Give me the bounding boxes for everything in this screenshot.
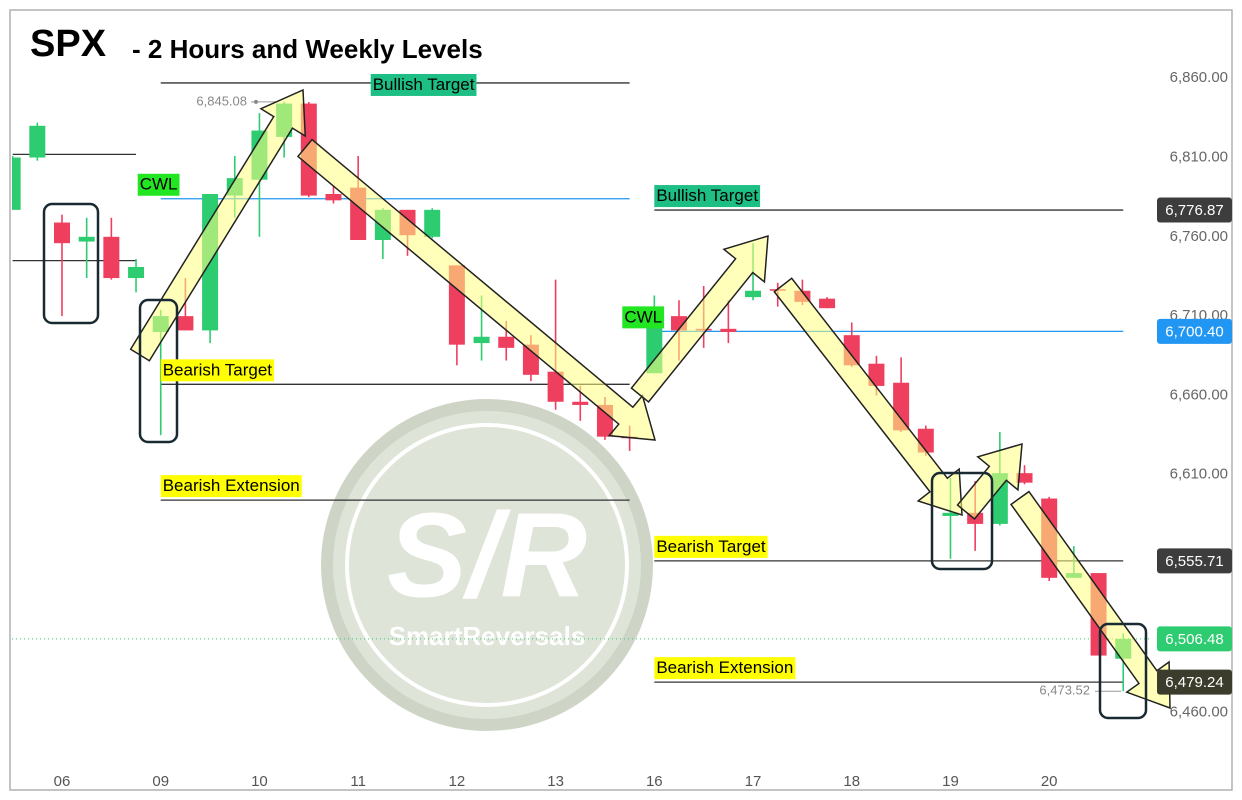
highlight-boxes [42,202,1148,720]
candle-body [547,371,564,402]
level-label: CWL [624,307,662,326]
candle-body [128,266,145,279]
low-label: 6,473.52 [1039,683,1090,698]
candle-body [745,290,762,298]
price-tag [1157,626,1232,652]
y-tick-label: 6,760.00 [1170,228,1228,245]
trend-arrow [956,442,1023,521]
price-tag-label: 6,555.71 [1165,553,1223,570]
level-label: Bullish Target [373,75,475,94]
watermark-brand: SmartReversals [389,621,586,651]
candle-body [103,236,120,279]
x-tick-label: 18 [843,773,860,790]
level-label: Bullish Target [656,186,758,205]
y-tick-label: 6,460.00 [1170,704,1228,721]
level-label: Bearish Extension [163,476,300,495]
x-tick-label: 17 [745,773,762,790]
watermark-logo: S/R [387,489,587,623]
price-tag [1157,318,1232,344]
y-tick-label: 6,860.00 [1170,69,1228,86]
high-marker-dot [254,99,258,104]
level-label-bg [654,657,796,680]
candle-body [498,336,515,348]
level-label: Bearish Target [656,537,766,556]
level-label-bg [654,185,761,208]
candle-body [868,363,885,386]
x-tick-label: 12 [449,773,466,790]
trend-arrow [129,88,307,362]
candle-body [78,236,95,242]
level-label: Bearish Target [163,360,273,379]
level-labels: Bullish Target CWL Bearish Target Bearish E… [137,73,796,680]
price-tag [1157,548,1232,574]
candle-body [325,193,342,201]
chart-title: - 2 Hours and Weekly Levels [132,34,483,64]
trend-arrow [773,277,963,517]
highlight-box [42,202,100,325]
price-tag-label: 6,700.40 [1165,323,1223,340]
candle-body [572,401,589,405]
candle-body [819,298,836,309]
symbol: SPX [30,23,107,65]
x-tick-label: 20 [1041,773,1058,790]
candle-body [54,222,70,244]
x-tick-label: 19 [942,773,959,790]
highlight-box [930,471,994,571]
level-label-bg [137,173,180,196]
y-tick-label: 6,810.00 [1170,148,1228,165]
axes: 6,845.08 6,473.52 6,860.00 6,810.00 6,760.00… [54,69,1232,790]
high-label: 6,845.08 [196,93,247,108]
y-tick-label: 6,610.00 [1170,466,1228,483]
candle-body [473,336,490,344]
highlight-box [1098,622,1148,720]
level-label-bg [654,535,768,558]
price-tag [1157,669,1232,695]
price-tag-label: 6,479.24 [1165,674,1223,691]
level-label-bg [160,359,275,382]
arrows [129,88,1171,710]
candle-body [942,512,959,516]
candle-body [29,125,46,158]
level-label-bg [160,475,302,498]
x-tick-label: 13 [547,773,564,790]
watermark-circle [321,399,653,731]
level-label: CWL [140,175,178,194]
trend-arrow [296,138,657,441]
x-tick-label: 10 [251,773,268,790]
candle-body [12,157,21,210]
x-tick-label: 11 [350,773,366,790]
price-tag-label: 6,506.48 [1165,631,1223,648]
y-tick-label: 6,660.00 [1170,386,1228,403]
level-label-bg [622,306,665,329]
candle-body [720,328,737,332]
level-label: Bearish Extension [656,658,793,677]
trend-arrow [630,234,769,403]
watermark: S/R SmartReversals [321,399,653,731]
candle-body [177,316,194,331]
level-label-bg [370,73,477,96]
candle-body [424,209,441,237]
candle-body [1016,473,1033,483]
price-tag-label: 6,776.87 [1165,202,1223,219]
x-tick-label: 06 [54,773,71,790]
watermark-ring [345,423,629,707]
price-tag [1157,197,1232,223]
x-tick-label: 16 [646,773,663,790]
x-tick-label: 09 [152,773,169,790]
